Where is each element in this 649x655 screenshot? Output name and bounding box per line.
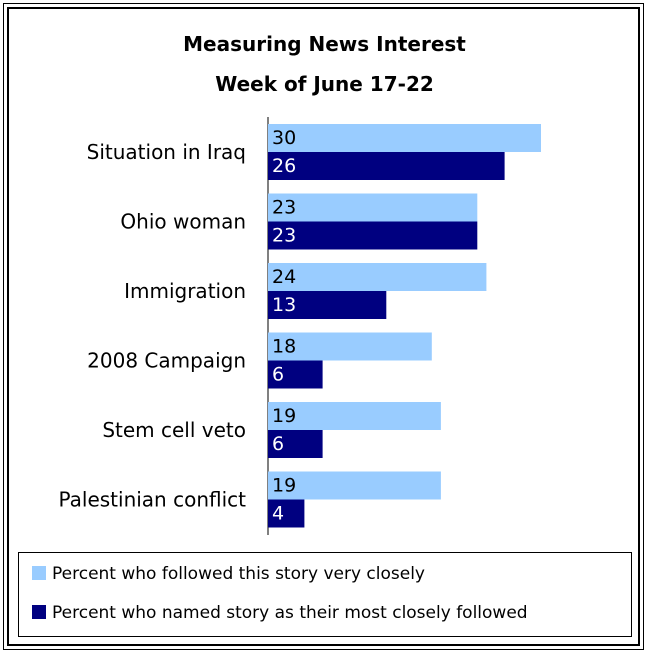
legend-swatch-very-closely [32,566,46,580]
chart-title: Measuring News Interest [183,32,466,56]
category-label-ohio-woman: Ohio woman [120,210,246,234]
value-label-ohio-woman-series-2: 23 [272,225,296,247]
bar-situation-in-iraq-series-1 [268,124,541,152]
category-label-palestinian-conflict: Palestinian conflict [58,488,246,512]
chart-subtitle: Week of June 17-22 [215,72,434,96]
value-label-stem-cell-veto-series-1: 19 [272,405,296,427]
value-label-ohio-woman-series-1: 23 [272,197,296,219]
category-label-immigration: Immigration [124,279,246,303]
value-label-situation-in-iraq-series-1: 30 [272,127,296,149]
bar-ohio-woman-series-1 [268,193,478,222]
legend-label-most-closely: Percent who named story as their most cl… [52,603,528,623]
bar-palestinian-conflict-series-1 [268,471,441,500]
chart-outer-frame [3,3,644,650]
legend-swatch-most-closely [32,605,46,619]
category-label-situation-in-iraq: Situation in Iraq [87,140,246,164]
legend-item-most-closely: Percent who named story as their most cl… [32,603,528,623]
bar-immigration-series-2 [268,291,387,319]
bar-2008-campaign-series-1 [268,332,432,361]
bar-palestinian-conflict-series-2 [268,499,305,528]
bar-immigration-series-1 [268,263,487,291]
category-label-stem-cell-veto: Stem cell veto [102,418,246,442]
bar-stem-cell-veto-series-2 [268,430,323,458]
chart-inner-frame [7,7,640,646]
category-label-2008-campaign: 2008 Campaign [87,349,246,373]
legend [18,552,632,637]
value-label-2008-campaign-series-2: 6 [272,364,284,386]
value-label-2008-campaign-series-1: 18 [272,336,296,358]
bar-stem-cell-veto-series-1 [268,402,441,430]
value-label-palestinian-conflict-series-2: 4 [272,503,284,525]
bar-ohio-woman-series-2 [268,221,478,250]
bar-situation-in-iraq-series-2 [268,152,505,180]
legend-item-very-closely: Percent who followed this story very clo… [32,564,425,584]
legend-label-very-closely: Percent who followed this story very clo… [52,564,425,584]
value-label-situation-in-iraq-series-2: 26 [272,155,296,177]
value-label-immigration-series-2: 13 [272,294,296,316]
value-label-immigration-series-1: 24 [272,266,296,288]
value-label-palestinian-conflict-series-1: 19 [272,475,296,497]
value-label-stem-cell-veto-series-2: 6 [272,433,284,455]
bar-2008-campaign-series-2 [268,360,323,389]
